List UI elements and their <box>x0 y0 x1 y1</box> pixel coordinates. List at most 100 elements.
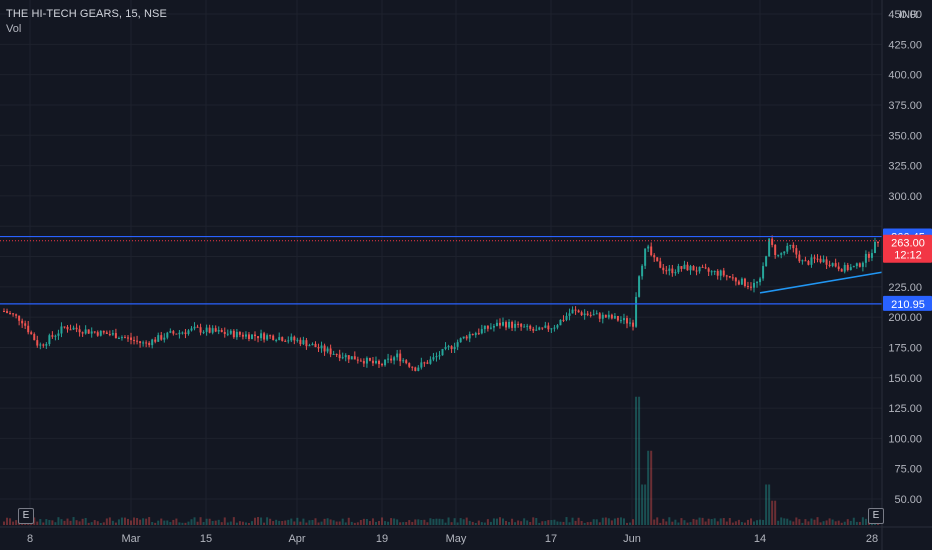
volume-bar <box>459 518 462 525</box>
volume-bar <box>54 522 57 525</box>
volume-bar <box>511 518 514 525</box>
candle-body <box>550 328 553 330</box>
volume-bar <box>619 517 622 525</box>
volume-bar <box>492 518 495 525</box>
candle-body <box>323 345 326 352</box>
candle-body <box>568 313 571 316</box>
volume-bar <box>659 522 662 525</box>
volume-bar <box>359 520 362 525</box>
volume-bar <box>501 518 504 525</box>
candle-body <box>595 313 598 315</box>
x-tick-label: Apr <box>288 533 305 545</box>
volume-bar <box>3 521 5 525</box>
y-tick-label: 300.00 <box>888 191 922 203</box>
candle-body <box>120 337 123 339</box>
candle-body <box>556 325 559 328</box>
volume-bar <box>66 518 69 525</box>
symbol-title[interactable]: THE HI-TECH GEARS, 15, NSE <box>6 8 167 20</box>
candle-body <box>96 332 99 336</box>
candle-body <box>825 259 828 265</box>
volume-bar <box>102 522 105 525</box>
volume-bar <box>9 518 12 525</box>
volume-bar <box>468 520 471 525</box>
volume-bar <box>483 522 486 525</box>
volume-bar <box>777 520 780 525</box>
volume-bar <box>220 522 223 525</box>
volume-bar <box>480 522 483 525</box>
volume-indicator-label[interactable]: Vol <box>6 23 22 35</box>
candle-body <box>816 258 819 260</box>
volume-bar <box>390 518 393 525</box>
volume-bar <box>36 521 39 525</box>
candle-body <box>305 340 308 347</box>
candle-body <box>226 333 229 335</box>
candle-body <box>641 265 644 277</box>
candle-body <box>553 327 556 329</box>
candle-body <box>78 329 81 333</box>
y-tick-label: 125.00 <box>888 403 922 415</box>
volume-bar <box>547 520 550 525</box>
volume-bar <box>314 518 317 525</box>
candle-body <box>368 357 371 361</box>
candle-body <box>399 353 402 362</box>
candle-body <box>326 348 329 352</box>
candle-body <box>420 362 423 368</box>
candle-body <box>849 267 852 271</box>
volume-bar <box>417 519 420 525</box>
candle-body <box>172 331 175 334</box>
volume-bar <box>789 520 792 525</box>
candle-body <box>713 270 716 272</box>
volume-bar <box>356 522 359 525</box>
candle-body <box>154 339 157 342</box>
volume-bar <box>683 520 686 525</box>
candle-body <box>441 348 444 356</box>
volume-bar <box>671 521 674 525</box>
earnings-badge-left[interactable]: E <box>18 508 34 524</box>
candle-body <box>801 260 804 262</box>
candle-body <box>577 310 580 313</box>
candle-body <box>314 343 317 348</box>
candle-body <box>625 318 628 324</box>
candle-body <box>287 340 290 342</box>
volume-bar <box>523 518 526 525</box>
candle-body <box>84 329 87 334</box>
candle-body <box>338 354 341 359</box>
volume-bar <box>695 519 698 525</box>
y-tick-label: 100.00 <box>888 433 922 445</box>
y-tick-label: 325.00 <box>888 161 922 173</box>
volume-bar <box>746 519 749 525</box>
volume-bar <box>117 519 120 525</box>
candle-body <box>371 360 374 364</box>
volume-bar <box>320 521 323 525</box>
candle-body <box>692 266 695 271</box>
earnings-badge-right[interactable]: E <box>868 508 884 524</box>
volume-bar <box>553 519 556 525</box>
volume-bar <box>556 521 559 525</box>
candle-body <box>734 277 737 282</box>
volume-bar <box>278 520 281 525</box>
candle-body <box>6 311 9 313</box>
candle-body <box>205 327 208 332</box>
candle-body <box>613 315 616 319</box>
candle-body <box>719 270 722 276</box>
candle-body <box>293 336 296 341</box>
candle-body <box>740 278 743 285</box>
candle-body <box>244 334 247 337</box>
volume-bar <box>864 518 867 525</box>
candle-body <box>559 319 562 326</box>
candle-body <box>151 339 154 346</box>
candle-body <box>807 260 810 265</box>
y-tick-label: 150.00 <box>888 373 922 385</box>
trendline[interactable] <box>759 271 883 294</box>
x-tick-label: May <box>446 533 467 545</box>
candle-body <box>486 325 489 329</box>
candle-body <box>175 333 178 335</box>
volume-bar <box>489 521 492 525</box>
volume-bar <box>816 517 819 525</box>
volume-bar <box>722 518 725 525</box>
candle-body <box>281 337 284 341</box>
candle-body <box>508 321 511 328</box>
